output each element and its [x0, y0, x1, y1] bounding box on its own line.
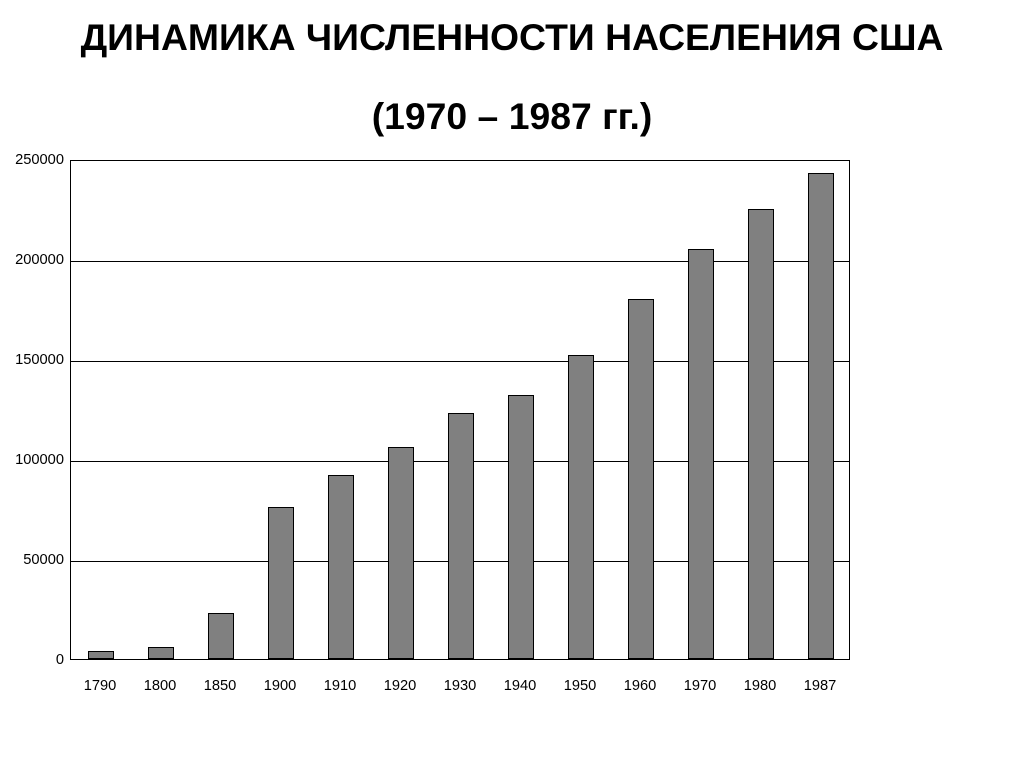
- chart-title: ДИНАМИКА ЧИСЛЕННОСТИ НАСЕЛЕНИЯ США (1970…: [0, 0, 1024, 138]
- y-tick-label: 0: [10, 652, 64, 668]
- y-tick-label: 100000: [10, 452, 64, 468]
- bar: [388, 447, 413, 659]
- bar: [568, 355, 593, 659]
- chart-title-line-1: ДИНАМИКА ЧИСЛЕННОСТИ НАСЕЛЕНИЯ США: [0, 16, 1024, 59]
- y-tick-label: 200000: [10, 252, 64, 268]
- x-tick-label: 1987: [804, 678, 837, 694]
- x-tick-label: 1940: [504, 678, 537, 694]
- y-tick-label: 50000: [10, 552, 64, 568]
- bar: [448, 413, 473, 659]
- bar: [88, 651, 113, 659]
- x-tick-label: 1980: [744, 678, 777, 694]
- x-tick-label: 1910: [324, 678, 357, 694]
- bar: [148, 647, 173, 659]
- bar: [748, 209, 773, 659]
- bar: [328, 475, 353, 659]
- x-tick-label: 1930: [444, 678, 477, 694]
- plot-area: [70, 160, 850, 660]
- y-tick-label: 250000: [10, 152, 64, 168]
- bar: [208, 613, 233, 659]
- gridline: [71, 261, 849, 262]
- x-tick-label: 1800: [144, 678, 177, 694]
- bar: [688, 249, 713, 659]
- y-tick-label: 150000: [10, 352, 64, 368]
- x-tick-label: 1850: [204, 678, 237, 694]
- gridline: [71, 361, 849, 362]
- bar: [268, 507, 293, 659]
- x-tick-label: 1920: [384, 678, 417, 694]
- x-tick-label: 1900: [264, 678, 297, 694]
- x-tick-label: 1790: [84, 678, 117, 694]
- bar: [808, 173, 833, 659]
- bar: [628, 299, 653, 659]
- bar: [508, 395, 533, 659]
- x-tick-label: 1970: [684, 678, 717, 694]
- page-root: ДИНАМИКА ЧИСЛЕННОСТИ НАСЕЛЕНИЯ США (1970…: [0, 0, 1024, 767]
- chart-title-line-2: (1970 – 1987 гг.): [0, 95, 1024, 138]
- x-tick-label: 1960: [624, 678, 657, 694]
- x-tick-label: 1950: [564, 678, 597, 694]
- chart-container: 0500001000001500002000002500001790180018…: [10, 160, 850, 720]
